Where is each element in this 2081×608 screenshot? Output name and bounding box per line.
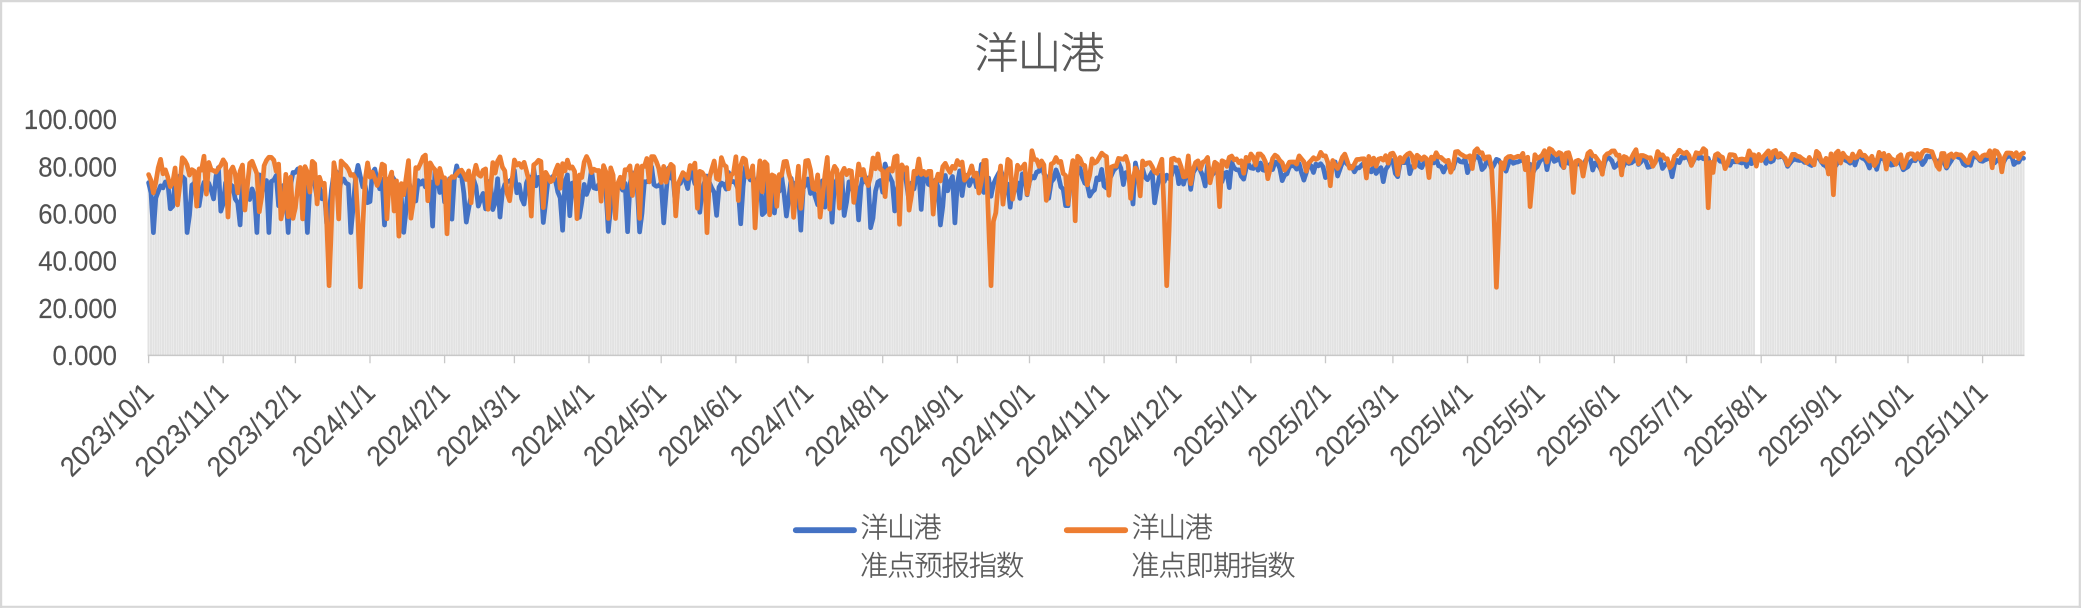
svg-text:80.000: 80.000 [38, 151, 117, 182]
svg-text:100.000: 100.000 [24, 104, 117, 135]
svg-text:40.000: 40.000 [38, 246, 117, 277]
svg-text:60.000: 60.000 [38, 199, 117, 230]
svg-text:20.000: 20.000 [38, 293, 117, 324]
svg-text:0.000: 0.000 [53, 340, 118, 371]
